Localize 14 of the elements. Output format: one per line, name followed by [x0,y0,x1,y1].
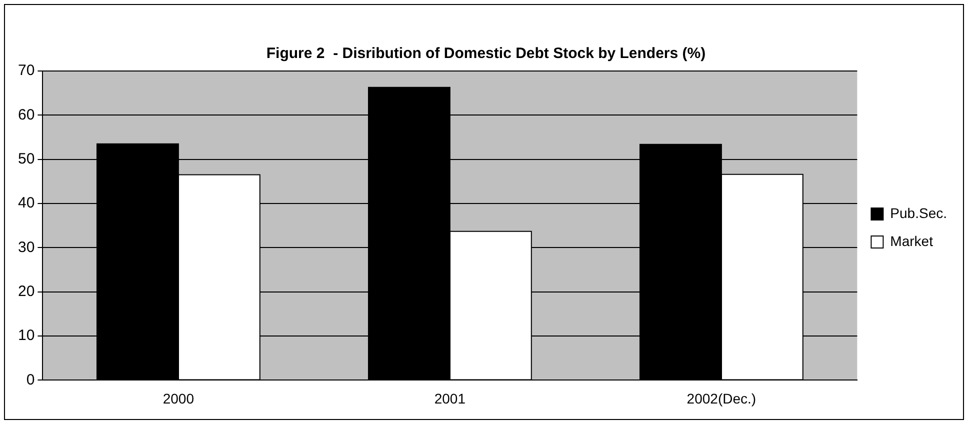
x-tick-label: 2002(Dec.) [686,390,756,406]
y-tick-label: 50 [18,150,35,168]
y-tick-label: 10 [18,327,35,344]
legend-label: Market [890,232,934,249]
chart-title: Figure 2 - Disribution of Domestic Debt Stock by Lenders (%) [266,45,706,62]
y-tick-label: 20 [18,283,35,300]
y-tick-label: 40 [18,194,35,212]
y-tick-label: 70 [18,62,35,80]
x-tick-label: 2000 [162,390,194,406]
legend-label: Pub.Sec. [890,204,948,221]
x-tick-label: 2001 [434,390,466,406]
y-tick-label: 60 [18,106,35,124]
y-tick-label: 0 [26,371,35,388]
y-tick-label: 30 [18,238,35,256]
